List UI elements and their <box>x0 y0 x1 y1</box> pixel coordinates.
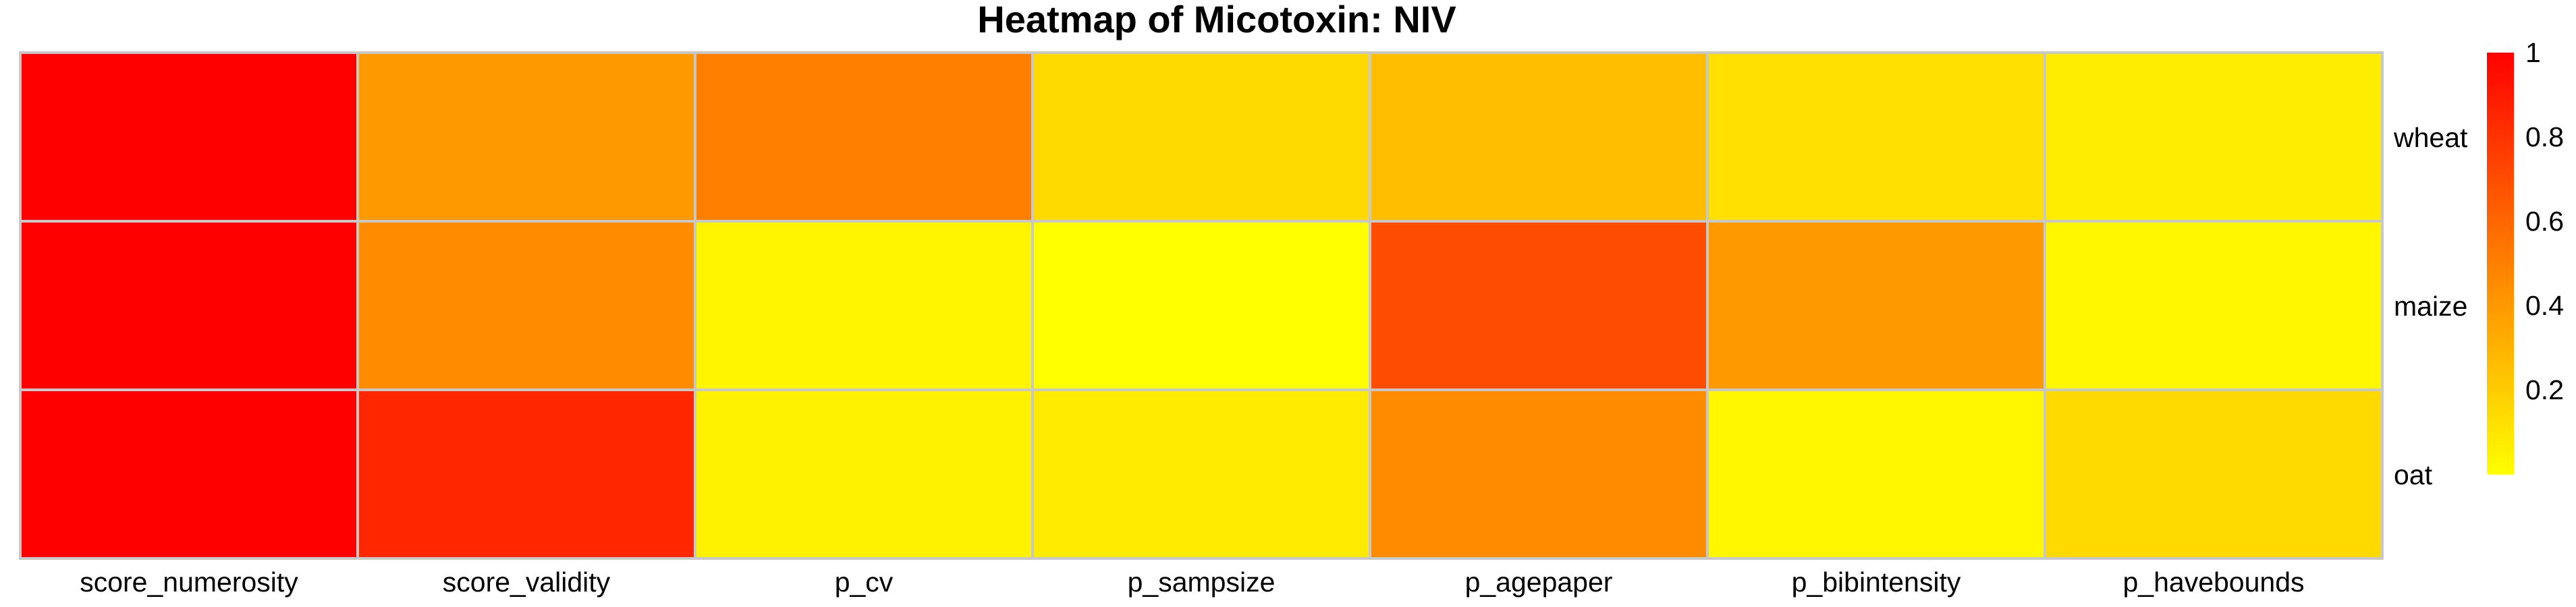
heatmap-cell-maize-p_bibintensity <box>1706 220 2046 391</box>
heatmap-cell-wheat-p_agepaper <box>1369 51 1709 223</box>
x-tick-label: p_bibintensity <box>1792 567 1961 598</box>
heatmap-cell-maize-score_validity <box>356 220 696 391</box>
heatmap-cell-oat-p_sampsize <box>1031 388 1371 560</box>
x-axis-labels: score_numerosity score_validity p_cv p_samp… <box>80 567 2304 598</box>
legend-tick-label: 0.2 <box>2525 374 2564 405</box>
heatmap-cell-oat-score_validity <box>356 388 696 560</box>
x-tick-label: score_validity <box>443 567 611 598</box>
heatmap-cell-wheat-p_sampsize <box>1031 51 1371 223</box>
heatmap-cell-maize-p_cv <box>694 220 1034 391</box>
x-tick-label: p_agepaper <box>1465 567 1613 598</box>
heatmap-cell-wheat-p_cv <box>694 51 1034 223</box>
x-tick-label: p_cv <box>835 567 894 598</box>
heatmap-cell-oat-score_numerosity <box>19 388 359 560</box>
chart-title: Heatmap of Micotoxin: NIV <box>977 0 1456 40</box>
heatmap-cell-wheat-score_numerosity <box>19 51 359 223</box>
y-tick-label: oat <box>2394 459 2433 490</box>
heatmap-cell-maize-score_numerosity <box>19 220 359 391</box>
x-tick-label: p_havebounds <box>2122 567 2304 598</box>
heatmap-cell-oat-p_bibintensity <box>1706 388 2046 560</box>
heatmap-cell-maize-p_sampsize <box>1031 220 1371 391</box>
legend-color-bar <box>2487 53 2514 474</box>
y-axis-labels: wheat maize oat <box>2393 122 2468 490</box>
y-tick-label: maize <box>2394 291 2467 322</box>
heatmap-cells <box>19 51 2384 560</box>
legend-tick-label: 0.6 <box>2525 206 2564 237</box>
y-tick-label: wheat <box>2393 122 2468 153</box>
heatmap-cell-oat-p_agepaper <box>1369 388 1709 560</box>
heatmap-cell-oat-p_havebounds <box>2044 388 2384 560</box>
heatmap-cell-wheat-p_havebounds <box>2044 51 2384 223</box>
color-legend: 0.2 0.4 0.6 0.8 1 <box>2487 37 2564 474</box>
heatmap-cell-maize-p_agepaper <box>1369 220 1709 391</box>
legend-tick-label: 0.8 <box>2525 121 2564 152</box>
heatmap-cell-wheat-p_bibintensity <box>1706 51 2046 223</box>
heatmap-cell-maize-p_havebounds <box>2044 220 2384 391</box>
x-tick-label: p_sampsize <box>1128 567 1276 598</box>
x-tick-label: score_numerosity <box>80 567 298 598</box>
legend-tick-label: 0.4 <box>2525 290 2564 321</box>
heatmap-cell-oat-p_cv <box>694 388 1034 560</box>
heatmap-cell-wheat-score_validity <box>356 51 696 223</box>
legend-tick-label: 1 <box>2525 37 2541 68</box>
